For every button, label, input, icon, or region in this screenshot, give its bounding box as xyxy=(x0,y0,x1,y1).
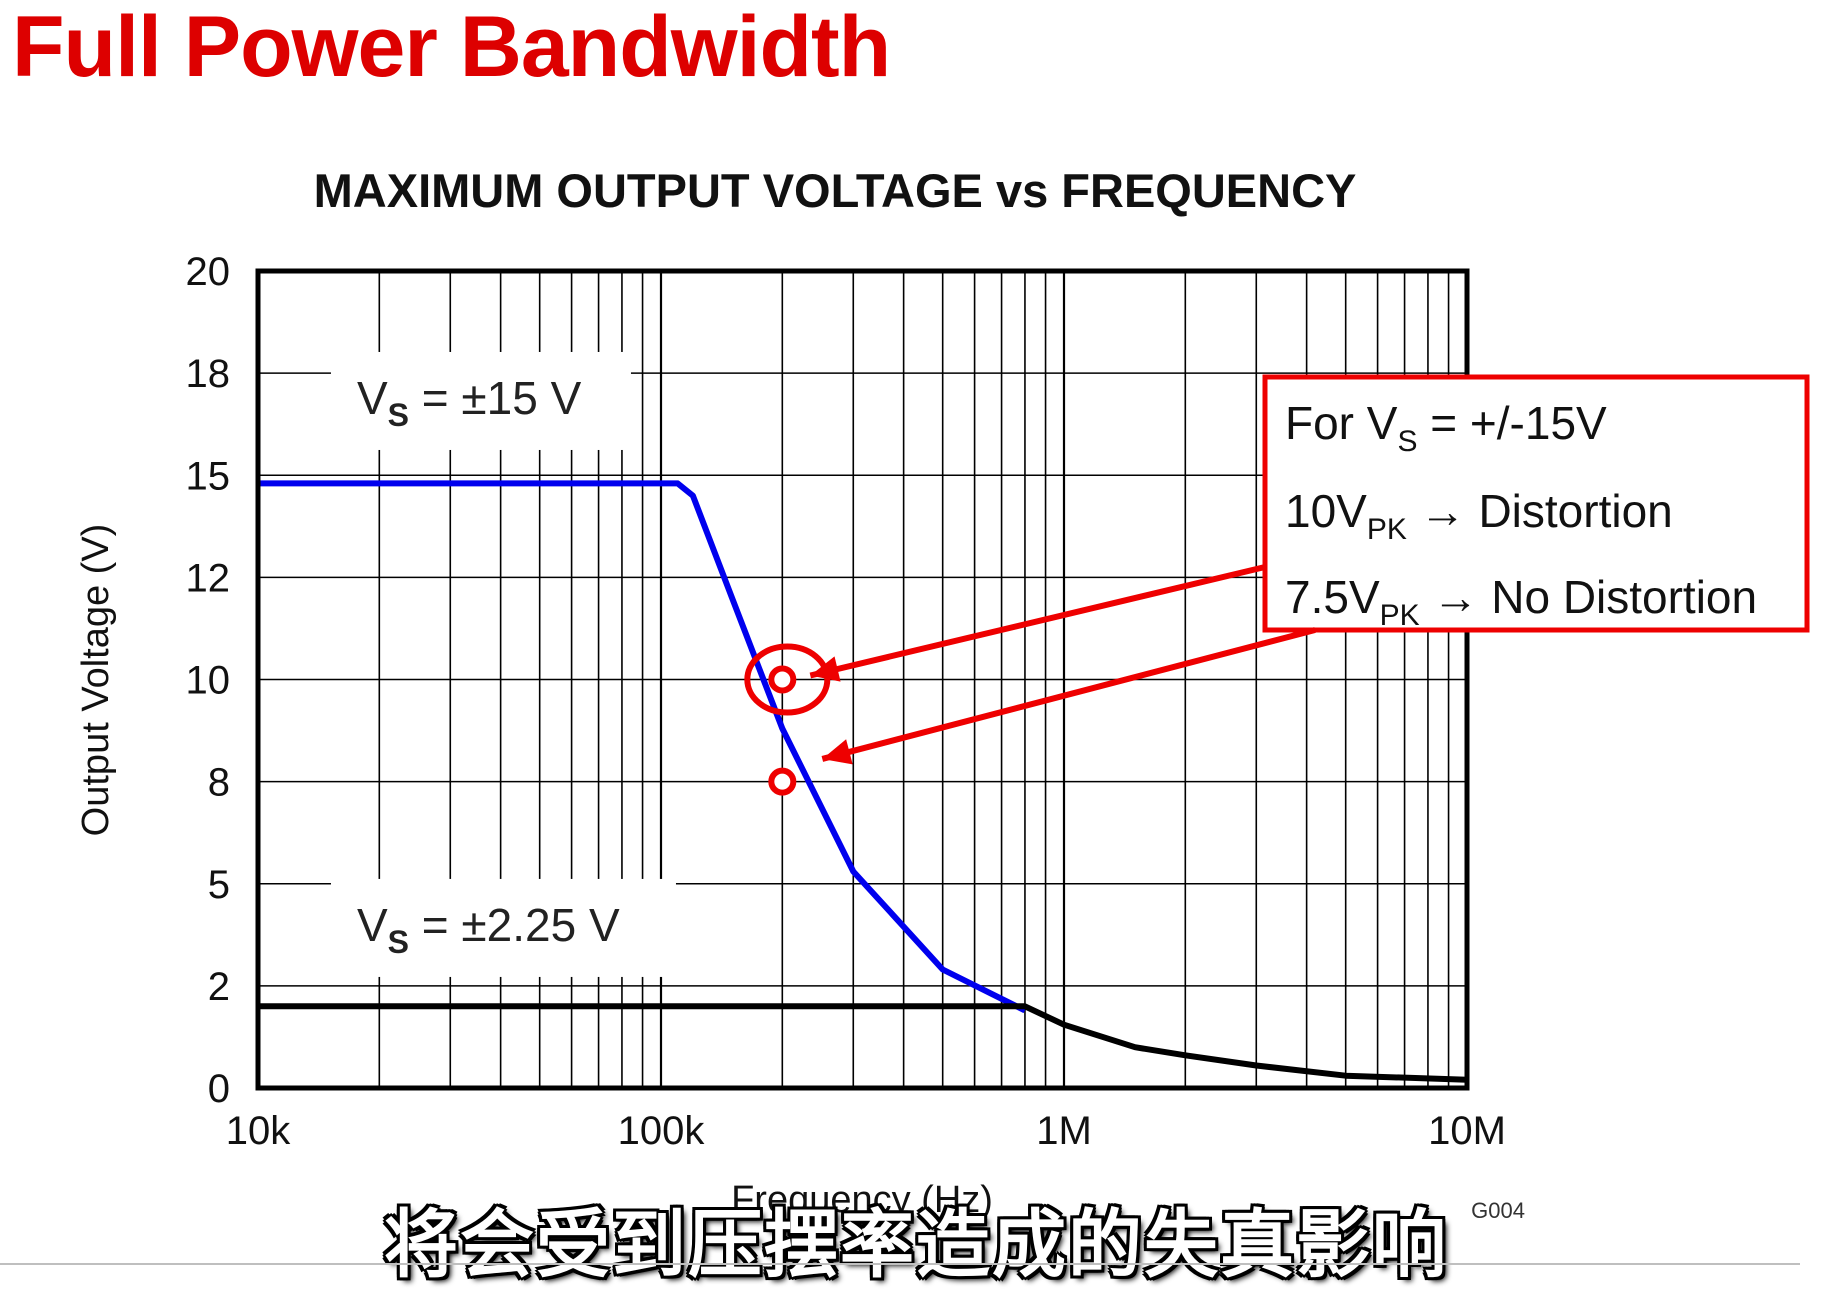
callout-sub: S xyxy=(1397,425,1417,458)
callout-rest: → No Distortion xyxy=(1420,571,1757,623)
plot-frame xyxy=(255,268,1470,1091)
callout-line: 10VPK → Distortion xyxy=(1285,485,1673,546)
marker-point xyxy=(768,767,797,796)
callout-rest: → Distortion xyxy=(1407,485,1673,537)
callout-line: 7.5VPK → No Distortion xyxy=(1285,571,1757,632)
annotation-sub: S xyxy=(388,924,409,960)
callout-arrow xyxy=(821,627,1316,762)
callout-arrow xyxy=(809,564,1266,679)
chart-annotations: VS = ±15 VVS = ±2.25 V xyxy=(330,351,676,977)
divider xyxy=(0,1263,1800,1265)
x-tick-label: 10M xyxy=(1428,1109,1506,1153)
annotation-sub: S xyxy=(388,397,409,433)
series-line-2 xyxy=(258,1003,1468,1083)
figure-id: G004 xyxy=(1471,1198,1525,1223)
annotation-main: V xyxy=(357,372,388,424)
annotation-box xyxy=(330,878,676,977)
callout-box xyxy=(1262,374,1810,633)
slide-title: Full Power Bandwidth xyxy=(12,0,891,95)
annotation-main: V xyxy=(357,899,388,951)
chart-series xyxy=(258,480,1468,1083)
x-tick-labels: 10k 100k 1M 10M xyxy=(226,1109,1506,1153)
y-tick-label: 12 xyxy=(186,556,231,600)
annotation-rest: = ±2.25 V xyxy=(409,899,620,951)
callout-main: 10V xyxy=(1285,485,1367,537)
x-axis-label: Frequency (Hz) xyxy=(731,1179,993,1221)
marker-point xyxy=(768,665,797,694)
x-tick-label: 100k xyxy=(618,1109,706,1153)
y-tick-label: 18 xyxy=(186,352,231,396)
marker-highlight-circle xyxy=(744,643,831,716)
y-tick-label: 20 xyxy=(186,250,231,294)
video-subtitle: 将会受到压摆率造成的失真影响 xyxy=(384,1202,1448,1288)
y-axis-label: Output Voltage (V) xyxy=(75,524,117,837)
x-tick-label: 1M xyxy=(1036,1109,1092,1153)
y-tick-label: 10 xyxy=(186,659,231,703)
y-tick-label: 5 xyxy=(208,863,230,907)
callout-main: 7.5V xyxy=(1285,571,1380,623)
callout-sub: PK xyxy=(1380,599,1420,632)
y-tick-label: 0 xyxy=(208,1067,230,1111)
annotation-label: VS = ±2.25 V xyxy=(357,899,620,960)
y-tick-label: 15 xyxy=(186,454,231,498)
annotation-label: VS = ±15 V xyxy=(357,372,582,433)
callout-arrowhead xyxy=(822,739,853,765)
callout-sub: PK xyxy=(1367,513,1407,546)
annotation-rest: = ±15 V xyxy=(409,372,582,424)
x-tick-label: 10k xyxy=(226,1109,291,1153)
series-line-1 xyxy=(258,480,1027,1014)
y-tick-label: 2 xyxy=(208,965,230,1009)
callout-rest: = +/-15V xyxy=(1417,397,1607,449)
y-tick-label: 8 xyxy=(208,761,230,805)
callout-main: For V xyxy=(1285,397,1398,449)
y-tick-labels: 0 2 5 8 10 12 15 18 20 xyxy=(186,250,231,1111)
annotation-box xyxy=(330,351,631,450)
callout-arrowhead xyxy=(810,656,841,682)
callout-line: For VS = +/-15V xyxy=(1285,397,1607,458)
chart-title: MAXIMUM OUTPUT VOLTAGE vs FREQUENCY xyxy=(314,164,1357,217)
